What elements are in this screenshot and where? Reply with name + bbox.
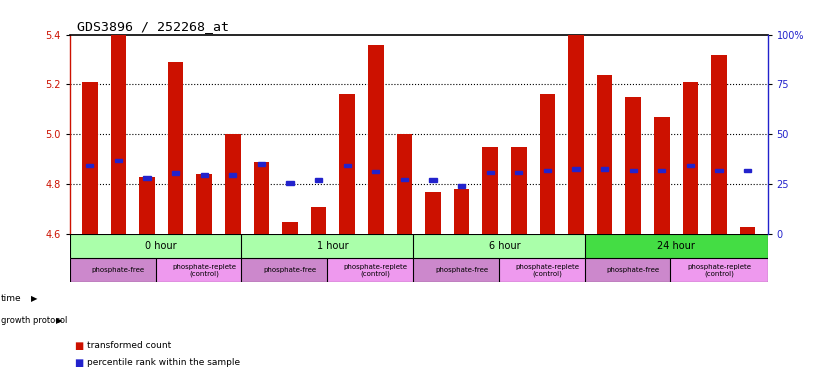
- Bar: [740, 227, 755, 234]
- Bar: [397, 134, 412, 234]
- Text: GDS3896 / 252268_at: GDS3896 / 252268_at: [77, 20, 229, 33]
- Bar: [368, 45, 383, 234]
- Bar: [344, 164, 351, 167]
- Bar: [572, 167, 580, 170]
- Bar: [499, 258, 596, 282]
- Text: ■: ■: [74, 341, 83, 351]
- Text: transformed count: transformed count: [87, 341, 172, 350]
- Bar: [225, 134, 241, 234]
- Bar: [687, 164, 694, 167]
- Bar: [516, 170, 522, 174]
- Bar: [429, 178, 437, 182]
- Bar: [568, 35, 584, 234]
- Bar: [626, 97, 641, 234]
- Bar: [287, 181, 294, 185]
- Bar: [487, 170, 493, 174]
- Bar: [172, 171, 179, 175]
- Text: phosphate-replete
(control): phosphate-replete (control): [516, 263, 580, 277]
- Text: phosphate-free: phosphate-free: [264, 267, 317, 273]
- Bar: [744, 169, 751, 172]
- Bar: [671, 258, 768, 282]
- Bar: [401, 178, 408, 181]
- Bar: [413, 258, 510, 282]
- Bar: [328, 258, 424, 282]
- Text: 24 hour: 24 hour: [657, 241, 695, 251]
- Text: ▶: ▶: [56, 316, 62, 325]
- Bar: [200, 173, 208, 177]
- Text: phosphate-replete
(control): phosphate-replete (control): [687, 263, 751, 277]
- Bar: [585, 234, 768, 258]
- Bar: [682, 82, 699, 234]
- Bar: [372, 170, 379, 173]
- Text: 1 hour: 1 hour: [317, 241, 349, 251]
- Bar: [458, 184, 466, 188]
- Bar: [630, 169, 637, 172]
- Bar: [229, 173, 236, 177]
- Bar: [111, 35, 126, 234]
- Bar: [86, 164, 94, 167]
- Bar: [254, 162, 269, 234]
- Bar: [156, 258, 253, 282]
- Text: percentile rank within the sample: percentile rank within the sample: [87, 358, 241, 367]
- Bar: [282, 222, 298, 234]
- Text: phosphate-free: phosphate-free: [92, 267, 145, 273]
- Bar: [483, 147, 498, 234]
- Text: 0 hour: 0 hour: [145, 241, 177, 251]
- Bar: [511, 147, 527, 234]
- Bar: [144, 176, 150, 180]
- Bar: [258, 162, 265, 166]
- Bar: [196, 174, 212, 234]
- Bar: [339, 94, 355, 234]
- Text: phosphate-replete
(control): phosphate-replete (control): [172, 263, 236, 277]
- Text: ▶: ▶: [31, 294, 38, 303]
- Bar: [413, 234, 596, 258]
- Text: phosphate-free: phosphate-free: [435, 267, 488, 273]
- Bar: [70, 258, 167, 282]
- Bar: [139, 177, 155, 234]
- Bar: [241, 258, 338, 282]
- Bar: [711, 55, 727, 234]
- Bar: [597, 74, 612, 234]
- Text: phosphate-free: phosphate-free: [607, 267, 660, 273]
- Text: 6 hour: 6 hour: [488, 241, 521, 251]
- Bar: [315, 178, 322, 182]
- Bar: [115, 159, 122, 162]
- Bar: [601, 167, 608, 170]
- Text: phosphate-replete
(control): phosphate-replete (control): [344, 263, 408, 277]
- Bar: [585, 258, 681, 282]
- Bar: [70, 234, 253, 258]
- Bar: [544, 169, 551, 172]
- Bar: [715, 169, 722, 172]
- Bar: [310, 207, 327, 234]
- Bar: [454, 189, 470, 234]
- Text: ■: ■: [74, 358, 83, 368]
- Bar: [658, 169, 665, 172]
- Text: growth protocol: growth protocol: [1, 316, 67, 325]
- Bar: [539, 94, 555, 234]
- Bar: [82, 82, 98, 234]
- Bar: [425, 192, 441, 234]
- Bar: [167, 62, 183, 234]
- Bar: [654, 117, 670, 234]
- Bar: [241, 234, 424, 258]
- Text: time: time: [1, 294, 21, 303]
